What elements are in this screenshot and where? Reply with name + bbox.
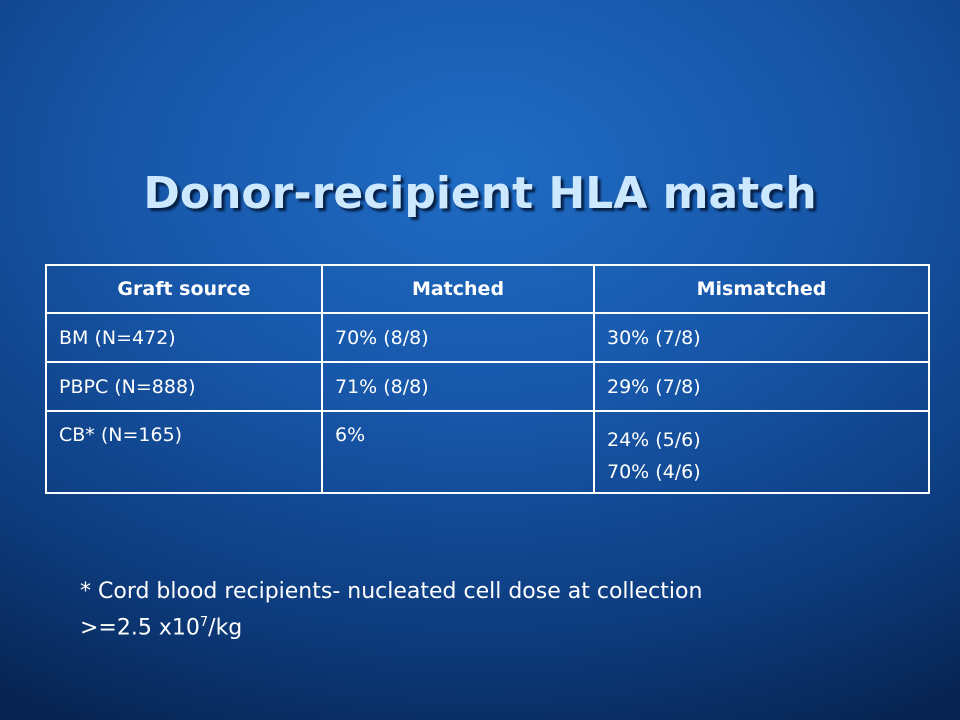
header-cell: Mismatched (593, 264, 930, 314)
header-row: Graft source Matched Mismatched (45, 264, 930, 314)
cell: CB* (N=165) (45, 410, 323, 494)
footnote-line: >=2.5 x107/kg (80, 607, 702, 643)
cell: 6% (321, 410, 595, 494)
cell-line: 24% (5/6) (607, 429, 701, 451)
cell: 29% (7/8) (593, 361, 930, 412)
cell: BM (N=472) (45, 312, 323, 363)
header-cell: Graft source (45, 264, 323, 314)
slide-title: Donor-recipient HLA match (143, 168, 817, 219)
cell: 70% (8/8) (321, 312, 595, 363)
row: CB* (N=165) 6% 24% (5/6) 70% (4/6) (45, 410, 930, 494)
header-cell: Matched (321, 264, 595, 314)
cell: PBPC (N=888) (45, 361, 323, 412)
row: PBPC (N=888) 71% (8/8) 29% (7/8) (45, 361, 930, 412)
footnote-text: >=2.5 x10 (80, 615, 200, 641)
footnote-line: * Cord blood recipients- nucleated cell … (80, 579, 703, 604)
cell: 71% (8/8) (321, 361, 595, 412)
footnote-text: /kg (208, 615, 243, 641)
cell: 24% (5/6) 70% (4/6) (593, 410, 930, 494)
superscript: 7 (199, 615, 209, 630)
row: BM (N=472) 70% (8/8) 30% (7/8) (45, 312, 930, 363)
footnote: * Cord blood recipients- nucleated cell … (80, 576, 702, 643)
cell-line: 70% (4/6) (607, 461, 701, 483)
cell: 30% (7/8) (593, 312, 930, 363)
table: Graft source Matched Mismatched BM (N=47… (45, 264, 930, 494)
